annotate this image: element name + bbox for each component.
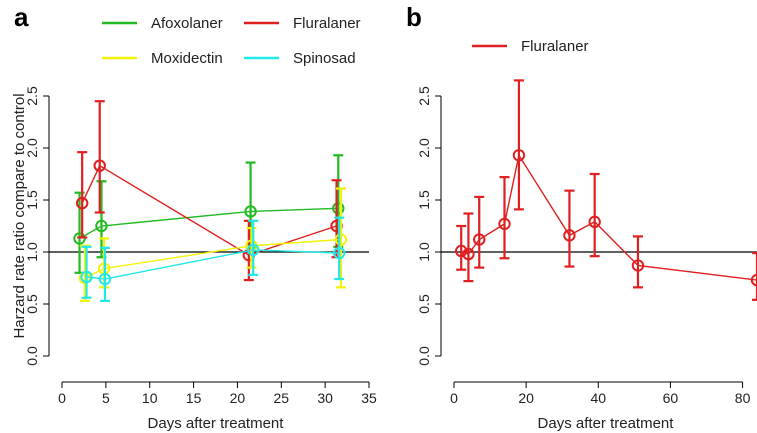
- legend-b: Fluralaner: [472, 38, 589, 55]
- data-point: [75, 196, 89, 210]
- series-line: [79, 207, 339, 240]
- legend-item-moxidectin: Moxidectin: [102, 50, 223, 67]
- x-tick-label: 35: [361, 390, 377, 406]
- series-fluralaner: [75, 100, 343, 282]
- y-tick-label: 0.0: [416, 346, 432, 366]
- x-tick-label: 40: [590, 390, 606, 406]
- axes-a: 0.0 0.5 1.0 1.5 2.0 2.5 0 5 10 15 20 25 30 35: [24, 86, 377, 406]
- data-point: [93, 159, 106, 172]
- series-group-a: [73, 100, 348, 302]
- legend-label: Afoxolaner: [151, 15, 223, 32]
- series-spinosad: [80, 216, 346, 302]
- data-point: [95, 219, 108, 233]
- data-point: [98, 272, 112, 286]
- data-point: [588, 215, 601, 229]
- data-point: [462, 247, 475, 261]
- x-tick-label: 80: [735, 390, 751, 406]
- legend-label: Spinosad: [293, 50, 356, 67]
- legend-a: Afoxolaner Fluralaner Moxidectin Spinosad: [102, 15, 361, 67]
- data-point: [334, 233, 348, 246]
- legend-item-spinosad: Spinosad: [244, 50, 356, 67]
- legend-label: Moxidectin: [151, 50, 223, 67]
- y-tick-label: 0.0: [24, 346, 40, 366]
- x-tick-label: 15: [186, 390, 202, 406]
- data-point: [498, 217, 511, 231]
- y-tick-label: 0.5: [24, 294, 40, 314]
- x-tick-label: 0: [450, 390, 458, 406]
- series-line: [81, 164, 337, 256]
- axes-b: 0.0 0.5 1.0 1.5 2.0 2.5 0 20 40 60 80: [416, 86, 751, 406]
- series-group-b: [455, 79, 757, 301]
- y-tick-label: 2.0: [24, 138, 40, 158]
- y-axis-label-a: Harzard rate ratio compare to control: [11, 93, 28, 338]
- data-point: [512, 149, 526, 162]
- x-tick-label: 20: [230, 390, 246, 406]
- panel-a: a Afoxolaner Fluralaner Moxidectin Spinosad…: [11, 2, 377, 432]
- data-point: [244, 205, 257, 218]
- x-tick-label: 30: [317, 390, 333, 406]
- series-moxidectin: [78, 187, 348, 302]
- x-axis-label-a: Days after treatment: [148, 415, 285, 432]
- x-tick-label: 10: [142, 390, 158, 406]
- series-fluralaner: [455, 79, 757, 301]
- x-tick-label: 20: [518, 390, 534, 406]
- data-point: [563, 229, 576, 242]
- y-tick-label: 2.0: [416, 138, 432, 158]
- x-axis-label-b: Days after treatment: [538, 415, 675, 432]
- x-tick-label: 0: [58, 390, 66, 406]
- legend-item-fluralaner: Fluralaner: [244, 15, 361, 32]
- series-afoxolaner: [73, 154, 345, 274]
- x-tick-label: 25: [273, 390, 289, 406]
- y-tick-label: 2.5: [24, 86, 40, 106]
- panel-label-b: b: [406, 2, 422, 32]
- y-tick-label: 1.0: [416, 242, 432, 262]
- series-line: [86, 249, 340, 280]
- y-tick-label: 0.5: [416, 294, 432, 314]
- data-point: [455, 244, 468, 258]
- legend-label: Fluralaner: [293, 15, 361, 32]
- x-tick-label: 5: [102, 390, 110, 406]
- legend-item-afoxolaner: Afoxolaner: [102, 15, 223, 32]
- panel-label-a: a: [14, 2, 29, 32]
- y-tick-label: 2.5: [416, 86, 432, 106]
- data-point: [332, 246, 346, 260]
- data-point: [631, 259, 645, 272]
- series-line: [84, 238, 341, 279]
- data-point: [247, 243, 260, 257]
- legend-item-fluralaner: Fluralaner: [472, 38, 589, 55]
- data-point: [80, 270, 93, 284]
- data-point: [332, 202, 345, 215]
- panel-b: b Fluralaner 0.0 0.5 1.0 1.5 2.0 2.5 0 20 40 60 80…: [406, 2, 757, 432]
- y-tick-label: 1.5: [24, 190, 40, 210]
- legend-label: Fluralaner: [521, 38, 589, 55]
- data-point: [473, 233, 486, 246]
- y-tick-label: 1.0: [24, 242, 40, 262]
- y-tick-label: 1.5: [416, 190, 432, 210]
- x-tick-label: 60: [663, 390, 679, 406]
